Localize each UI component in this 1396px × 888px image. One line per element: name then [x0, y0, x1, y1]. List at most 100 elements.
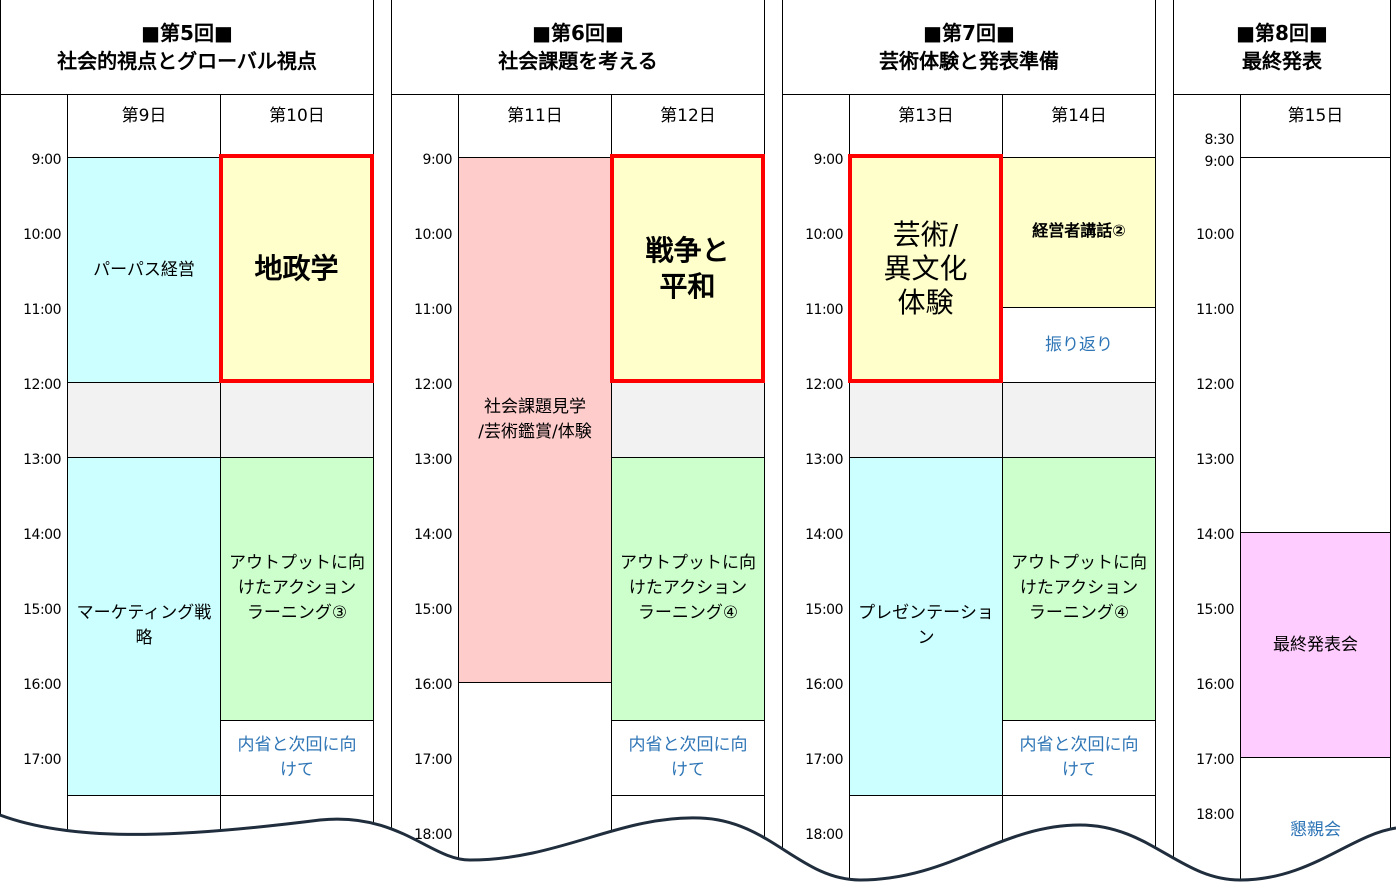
- time-label: 17:00: [23, 752, 61, 768]
- text-line: けて: [671, 759, 705, 780]
- text-line: 内省と次回に向: [628, 734, 748, 755]
- panel: ■第5回■ 社会的視点とグローバル視点 9:00 10:00 11:00 12:00 13:…: [0, 0, 374, 888]
- event-block: 社会課題見学/芸術鑑賞/体験: [458, 157, 612, 683]
- time-label: 18:00: [23, 827, 61, 843]
- text-line: 振り返り: [1045, 334, 1113, 355]
- text-line: 異文化: [883, 251, 968, 285]
- text-line: 内省と次回に向: [237, 734, 357, 755]
- time-label: 17:00: [1196, 752, 1234, 768]
- time-label: 10:00: [1196, 227, 1234, 243]
- panel-title: ■第5回■ 社会的視点とグローバル視点: [1, 0, 373, 95]
- event-block: 内省と次回に向 けて: [1002, 719, 1156, 796]
- time-label: 14:00: [414, 527, 452, 543]
- event-block: パーパス経営: [67, 157, 221, 383]
- text-line: ラーニング④: [1028, 603, 1130, 624]
- time-label: 13:00: [414, 452, 452, 468]
- text-line: パーパス経営: [93, 259, 195, 280]
- time-label: 9:00: [813, 152, 844, 168]
- time-label: 12:00: [23, 377, 61, 393]
- event-block: マーケティング戦略: [67, 457, 221, 796]
- text-line: /芸術鑑賞/体験: [478, 422, 592, 442]
- text-line: ■第7回■: [923, 21, 1015, 45]
- time-label: 17:00: [805, 752, 843, 768]
- time-label: 16:00: [414, 677, 452, 693]
- time-label: 18:00: [414, 827, 452, 843]
- text-line: 内省と次回に向: [1019, 734, 1139, 755]
- panel: ■第7回■ 芸術体験と発表準備 9:00 10:00 11:00 12:00 13:00 14…: [782, 0, 1156, 888]
- day-header: 第10日: [220, 95, 373, 157]
- time-label: 15:00: [23, 602, 61, 618]
- event-block: アウトプットに向 けたアクション ラーニング④: [611, 457, 765, 721]
- time-label: 11:00: [805, 302, 843, 318]
- text-line: 社会課題を考える: [498, 49, 658, 73]
- text-line: けて: [1062, 759, 1096, 780]
- event-block: [1002, 382, 1156, 458]
- panel-title: ■第6回■ 社会課題を考える: [392, 0, 764, 95]
- day-header: 第11日: [458, 95, 611, 157]
- event-block: 地政学: [219, 154, 374, 383]
- event-block: 内省と次回に向 けて: [611, 719, 765, 796]
- time-label: 9:00: [31, 152, 62, 168]
- time-label: 16:00: [805, 677, 843, 693]
- time-label: 15:00: [414, 602, 452, 618]
- text-line: 最終発表会: [1273, 634, 1358, 655]
- text-line: 社会課題見学: [484, 397, 586, 417]
- text-line: 戦争と: [645, 233, 730, 267]
- panel: ■第8回■ 最終発表 8:30 9:00 10:00 11:00 12:00 13:00 14:…: [1173, 0, 1391, 888]
- time-label: 14:00: [23, 527, 61, 543]
- day-header: 第14日: [1002, 95, 1155, 157]
- time-label: 10:00: [23, 227, 61, 243]
- time-label: 16:00: [1196, 677, 1234, 693]
- event-block: [67, 382, 221, 458]
- panel-title: ■第8回■ 最終発表: [1174, 0, 1390, 95]
- event-block: [220, 382, 374, 458]
- text-line: ン: [917, 628, 935, 649]
- text-line: ■第8回■: [1236, 21, 1328, 45]
- event-block: 最終発表会: [1240, 532, 1391, 758]
- text-line: 体験: [897, 285, 954, 319]
- text-line: アウトプットに向: [620, 553, 756, 574]
- text-line: 芸術体験と発表準備: [879, 49, 1059, 73]
- event-block: 振り返り: [1002, 307, 1156, 383]
- text-line: アウトプットに向: [229, 553, 365, 574]
- time-label: 10:00: [414, 227, 452, 243]
- time-label: 15:00: [805, 602, 843, 618]
- event-block: 芸術/異文化 体験: [848, 154, 1003, 383]
- time-label: 11:00: [1196, 302, 1234, 318]
- time-label: 13:00: [805, 452, 843, 468]
- time-label: 17:00: [414, 752, 452, 768]
- event-block: [849, 382, 1003, 458]
- text-line: 芸術/: [892, 217, 959, 251]
- time-label: 11:00: [23, 302, 61, 318]
- text-line: アウトプットに向: [1011, 553, 1147, 574]
- day-header: 第9日: [67, 95, 220, 157]
- text-line: 社会的視点とグローバル視点: [57, 49, 317, 73]
- event-block: アウトプットに向 けたアクション ラーニング④: [1002, 457, 1156, 721]
- panel-title: ■第7回■ 芸術体験と発表準備: [783, 0, 1155, 95]
- time-label: 13:00: [23, 452, 61, 468]
- event-block: [1240, 157, 1391, 533]
- event-block: プレゼンテーション: [849, 457, 1003, 796]
- text-line: けて: [280, 759, 314, 780]
- event-block: [611, 382, 765, 458]
- text-line: けたアクション: [237, 578, 357, 599]
- day-header: 第15日: [1240, 95, 1390, 157]
- text-line: けたアクション: [1019, 578, 1139, 599]
- text-line: ■第5回■: [141, 21, 233, 45]
- text-line: 懇親会: [1290, 820, 1341, 841]
- time-label: 16:00: [23, 677, 61, 693]
- time-label: 14:00: [805, 527, 843, 543]
- text-line: 地政学: [254, 251, 339, 285]
- text-line: ラーニング④: [637, 603, 739, 624]
- panel: ■第6回■ 社会課題を考える 9:00 10:00 11:00 12:00 13:00 14:…: [391, 0, 765, 888]
- time-label: 18:00: [805, 827, 843, 843]
- time-label: 12:00: [805, 377, 843, 393]
- time-label: 12:00: [414, 377, 452, 393]
- event-block: 戦争と 平和: [610, 154, 765, 383]
- time-label: 9:00: [422, 152, 453, 168]
- text-line: マーケティング戦: [76, 603, 212, 624]
- text-line: ■第6回■: [532, 21, 624, 45]
- text-line: プレゼンテーショ: [858, 603, 994, 624]
- time-label: 9:00: [1204, 154, 1235, 170]
